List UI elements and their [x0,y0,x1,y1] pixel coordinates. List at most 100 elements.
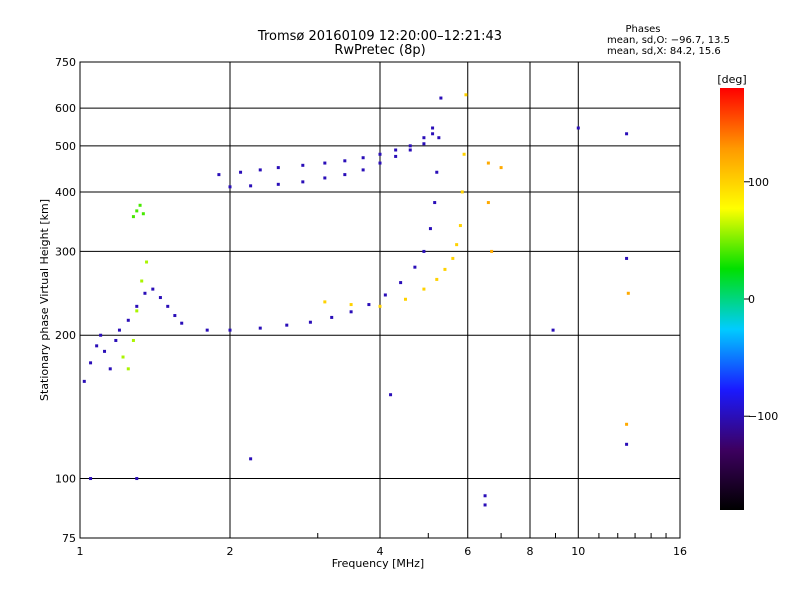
data-point [399,281,403,285]
data-point [367,303,371,307]
x-tick-label: 10 [571,545,585,558]
data-point [408,144,412,148]
x-tick-label: 6 [464,545,471,558]
y-axis-ticks: 75 100 200 300 400 500 600 750 [55,56,76,545]
data-point [217,173,221,177]
data-point [126,318,130,322]
data-point [486,201,490,205]
series-1 [228,132,435,189]
data-point [422,287,426,291]
series-layer [82,93,630,507]
data-point [460,190,464,194]
data-point [413,265,417,269]
phase-info-heading: Phases [625,24,660,35]
y-tick-label: 200 [55,329,76,342]
chart-subtitle: RwPretec (8p) [334,43,425,58]
data-point [140,279,144,283]
data-point [422,249,426,253]
data-point [249,184,253,188]
data-point [301,180,305,184]
data-point [205,328,209,332]
data-point [258,326,262,330]
colorbar-gradient [720,88,744,510]
x-tick-label: 4 [377,545,384,558]
x-tick-label: 2 [227,545,234,558]
data-point [228,185,232,189]
colorbar-ticks: 100 0 −100 [744,176,778,423]
data-point [151,287,155,291]
series-5 [121,260,149,371]
data-point [486,161,490,165]
data-point [551,328,555,332]
colorbar: [deg] 100 0 −100 [717,73,778,510]
data-point [383,293,387,297]
data-point [145,260,149,264]
data-point [126,367,130,371]
data-point [431,126,435,130]
data-point [625,442,629,446]
data-point [135,477,139,481]
data-point [625,256,629,260]
data-point [108,367,112,371]
data-point [361,156,365,160]
data-point [435,277,439,281]
data-point [276,166,280,170]
data-point [462,152,466,156]
data-point [95,344,99,348]
data-point [135,304,139,308]
data-point [330,315,334,319]
data-point [135,309,139,313]
data-point [301,163,305,167]
data-point [394,148,398,152]
data-point [349,303,353,307]
data-point [121,355,125,359]
data-point [143,291,147,295]
data-point [626,291,630,295]
data-point [433,201,437,205]
data-point [323,300,327,304]
data-point [249,457,253,461]
data-point [576,126,580,130]
data-point [131,338,135,342]
data-point [408,148,412,152]
data-point [239,170,243,174]
data-point [361,168,365,172]
series-8 [486,161,630,426]
x-axis-label: Frequency [MHz] [332,557,424,570]
data-point [439,96,443,100]
data-point [285,323,289,327]
data-point [158,296,162,300]
y-tick-label: 75 [62,532,76,545]
y-tick-label: 300 [55,245,76,258]
series-0 [217,126,435,177]
data-point [138,203,142,207]
data-point [625,422,629,426]
y-tick-label: 400 [55,186,76,199]
plot-area [79,61,681,539]
series-3 [323,93,468,308]
data-point [403,297,407,301]
data-point [343,159,347,163]
data-point [89,477,93,481]
data-point [117,328,121,332]
data-point [394,154,398,158]
series-2 [205,96,443,332]
data-point [499,166,503,170]
x-tick-label: 1 [77,545,84,558]
x-tick-label: 8 [527,545,534,558]
data-point [378,152,382,156]
data-point [451,256,455,260]
chart-title: Tromsø 20160109 12:20:00–12:21:43 [257,29,502,44]
data-point [483,503,487,507]
data-point [258,168,262,172]
data-point [349,310,353,314]
data-point [173,314,177,318]
data-point [131,215,135,219]
series-7 [89,126,629,507]
data-point [431,132,435,136]
phase-info-o: mean, sd,O: −96.7, 13.5 [607,35,730,46]
colorbar-tick-label: 0 [748,293,755,306]
x-tick-label: 16 [673,545,687,558]
data-point [483,494,487,498]
